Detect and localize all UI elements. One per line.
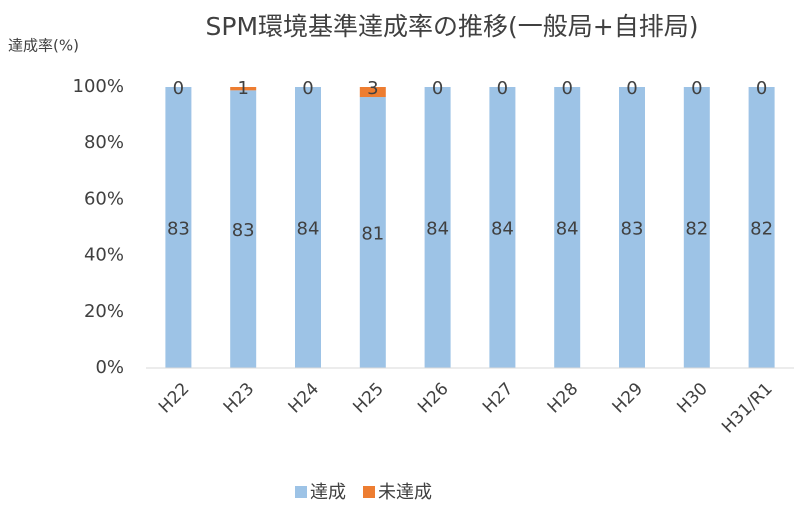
bar-segment <box>489 87 516 368</box>
chart-title: SPM環境基準達成率の推移(一般局+自排局) <box>206 12 699 41</box>
legend-label: 達成 <box>310 482 346 503</box>
data-label: 83 <box>232 220 255 241</box>
x-tick-label: H22 <box>155 379 193 417</box>
data-label: 0 <box>173 78 184 99</box>
x-tick-label: H29 <box>609 379 647 417</box>
data-label: 0 <box>756 78 767 99</box>
data-label: 84 <box>556 219 579 240</box>
bar-segment <box>748 87 775 368</box>
data-label: 82 <box>750 219 773 240</box>
bar-segment <box>295 87 321 368</box>
bar-segment <box>554 87 581 368</box>
data-label: 84 <box>491 219 514 240</box>
data-label: 83 <box>167 219 190 240</box>
data-label: 82 <box>685 219 708 240</box>
legend-label: 未達成 <box>378 482 432 503</box>
bar-segment <box>165 87 192 368</box>
bar-segment <box>359 97 386 369</box>
data-label: 0 <box>691 78 702 99</box>
legend-swatch <box>295 486 307 498</box>
x-tick-label: H31/R1 <box>718 379 777 438</box>
x-tick-label: H28 <box>544 379 582 417</box>
y-tick-label: 20% <box>84 301 124 322</box>
data-label: 0 <box>626 78 637 99</box>
data-label: 0 <box>302 78 313 99</box>
x-tick-label: H27 <box>479 379 517 417</box>
y-tick-label: 40% <box>84 245 124 266</box>
y-tick-label: 100% <box>73 76 124 97</box>
data-label: 3 <box>367 78 378 99</box>
bar-segment <box>359 87 386 98</box>
data-label: 1 <box>237 78 248 99</box>
bar-segment <box>424 87 451 368</box>
data-label: 84 <box>297 219 320 240</box>
data-label: 81 <box>361 224 384 245</box>
x-tick-label: H25 <box>349 379 387 417</box>
data-label: 0 <box>561 78 572 99</box>
y-tick-label: 0% <box>95 357 124 378</box>
x-tick-label: H24 <box>285 379 323 417</box>
x-tick-label: H26 <box>414 379 452 417</box>
bar-segment <box>230 87 257 91</box>
data-label: 0 <box>432 78 443 99</box>
x-tick-label: H23 <box>220 379 258 417</box>
bar-segment <box>619 87 645 368</box>
x-tick-label: H30 <box>673 379 711 417</box>
y-tick-label: 60% <box>84 188 124 209</box>
y-tick-label: 80% <box>84 132 124 153</box>
data-label: 84 <box>426 219 449 240</box>
bar-segment <box>683 87 710 368</box>
data-label: 83 <box>621 219 644 240</box>
bar-segment <box>230 90 257 368</box>
legend-swatch <box>363 486 375 498</box>
y-axis-label: 達成率(%) <box>8 37 79 55</box>
data-label: 0 <box>497 78 508 99</box>
